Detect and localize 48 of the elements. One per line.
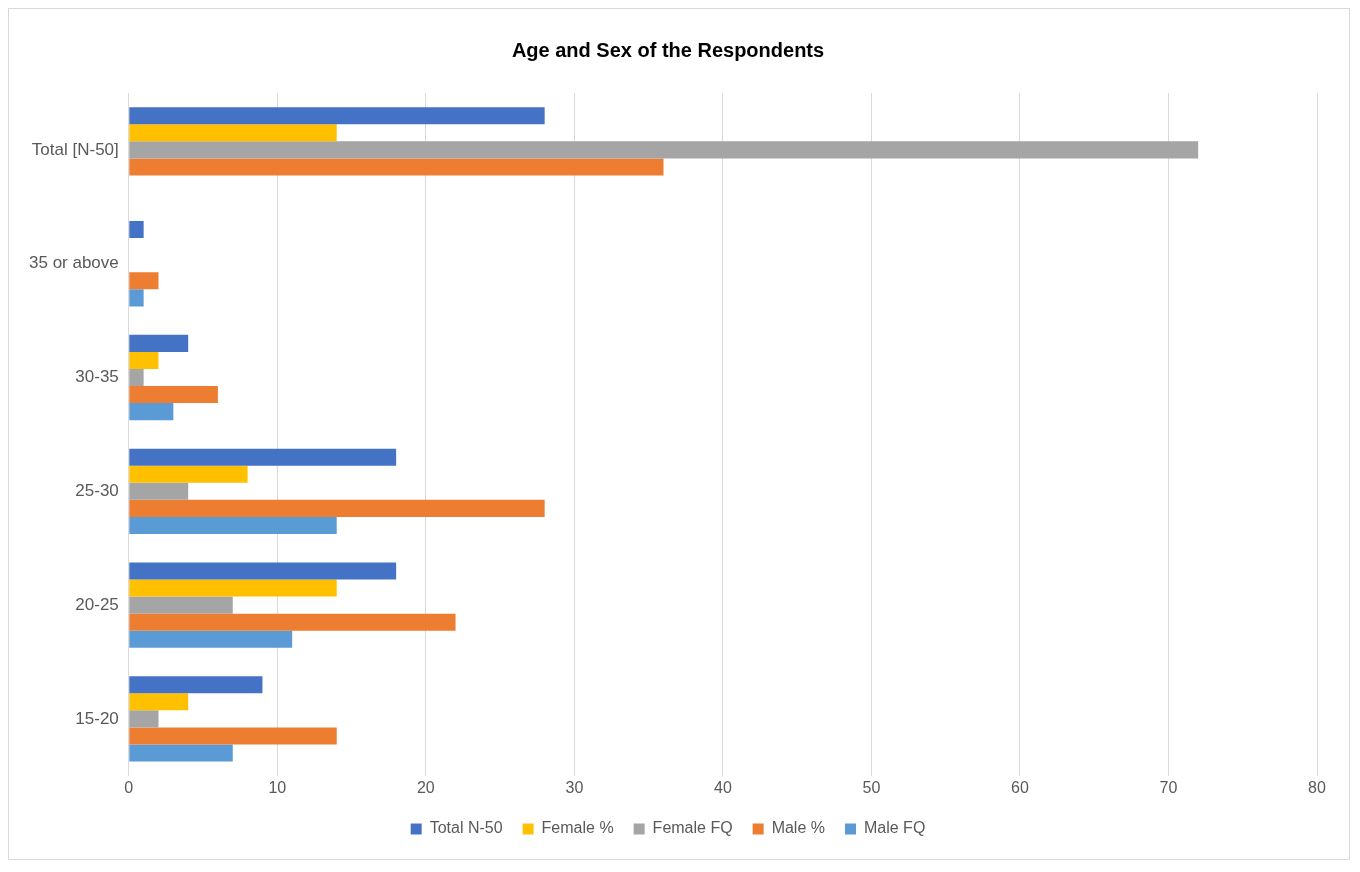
x-tick-label: 80 bbox=[1308, 778, 1326, 796]
chart-title: Age and Sex of the Respondents bbox=[511, 38, 825, 61]
bar bbox=[129, 289, 144, 307]
bar bbox=[129, 351, 159, 369]
bar bbox=[129, 516, 337, 534]
bar bbox=[129, 158, 664, 176]
bar bbox=[129, 124, 337, 142]
bar bbox=[129, 693, 189, 711]
bar bbox=[129, 386, 218, 404]
bar bbox=[129, 334, 189, 352]
x-tick-label: 10 bbox=[268, 778, 287, 796]
bar bbox=[129, 579, 337, 597]
y-tick-label: Total [N-50] bbox=[31, 139, 119, 159]
bar bbox=[129, 727, 337, 745]
bar bbox=[129, 482, 189, 500]
y-tick-label: 30-35 bbox=[75, 367, 119, 387]
x-tick-label: 30 bbox=[565, 778, 584, 796]
bar bbox=[129, 107, 545, 125]
legend-label: Male FQ bbox=[863, 819, 926, 837]
bar bbox=[129, 403, 174, 421]
bar bbox=[129, 596, 233, 614]
x-tick-label: 20 bbox=[416, 778, 435, 796]
x-tick-label: 50 bbox=[862, 778, 881, 796]
bar bbox=[129, 448, 397, 466]
bar bbox=[129, 744, 233, 762]
bar bbox=[129, 499, 545, 517]
y-tick-label: 20-25 bbox=[75, 594, 119, 614]
bar bbox=[129, 710, 159, 728]
legend-label: Total N-50 bbox=[429, 819, 503, 837]
bar bbox=[129, 368, 144, 387]
bar bbox=[129, 221, 144, 239]
bar bbox=[129, 272, 159, 290]
legend-label: Female FQ bbox=[652, 819, 733, 837]
legend-label: Male % bbox=[771, 819, 825, 837]
bar bbox=[129, 141, 1199, 159]
x-tick-label: 60 bbox=[1011, 778, 1029, 796]
legend-label: Female % bbox=[541, 819, 614, 837]
y-tick-label: 25-30 bbox=[75, 480, 119, 500]
bar bbox=[129, 613, 456, 631]
bar bbox=[129, 562, 397, 580]
bar bbox=[129, 630, 293, 648]
x-tick-label: 0 bbox=[124, 778, 134, 796]
bar bbox=[129, 676, 263, 694]
x-tick-label: 70 bbox=[1159, 778, 1178, 796]
bar bbox=[129, 465, 248, 483]
y-tick-label: 15-20 bbox=[75, 708, 119, 728]
x-tick-label: 40 bbox=[714, 778, 732, 796]
y-tick-label: 35 or above bbox=[28, 253, 119, 273]
